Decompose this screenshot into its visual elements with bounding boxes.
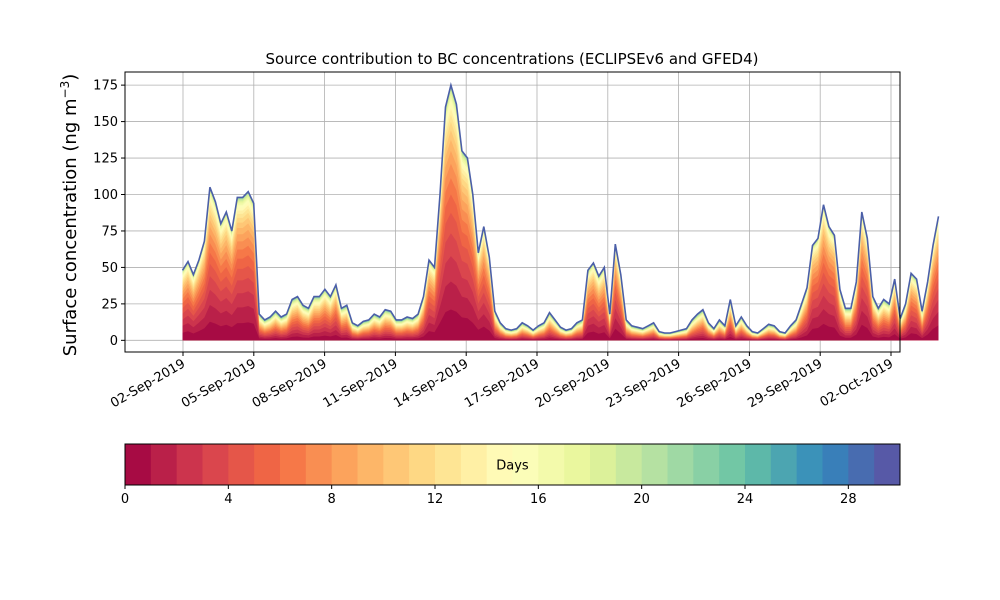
colorbar-bin <box>254 444 281 485</box>
colorbar-bin <box>383 444 410 485</box>
x-tick-label: 08-Sep-2019 <box>250 356 330 411</box>
colorbar-tick-label: 4 <box>224 492 232 507</box>
colorbar-bin <box>460 444 488 485</box>
y-tick-label: 150 <box>93 115 118 130</box>
colorbar-bin <box>486 444 513 485</box>
colorbar-bin <box>538 444 565 485</box>
colorbar-tick-label: 12 <box>427 492 444 507</box>
colorbar-bin <box>745 444 772 485</box>
colorbar-bin <box>848 444 875 485</box>
x-tick-label: 05-Sep-2019 <box>179 356 259 411</box>
total-series-line <box>181 82 940 334</box>
colorbar-tick-label: 8 <box>328 492 336 507</box>
x-tick-label: 23-Sep-2019 <box>604 356 684 411</box>
y-tick-label: 100 <box>93 188 118 203</box>
colorbar-tick-label: 20 <box>633 492 650 507</box>
colorbar: Days 0 4 8 12 16 20 24 28 <box>121 443 901 507</box>
colorbar-bin <box>641 444 668 485</box>
x-tick-label: 17-Sep-2019 <box>462 356 542 411</box>
colorbar-bin <box>176 444 203 485</box>
colorbar-bin <box>615 444 643 485</box>
colorbar-bin <box>564 444 591 485</box>
colorbar-bin <box>435 444 462 485</box>
y-axis: 0 25 50 75 100 125 150 175 <box>93 79 125 349</box>
y-axis-label: Surface concentration (ng m−3) <box>58 74 81 357</box>
colorbar-bin <box>331 444 358 485</box>
x-tick-label: 14-Sep-2019 <box>391 356 471 411</box>
y-tick-label: 75 <box>101 224 118 239</box>
y-tick-label: 175 <box>93 79 118 94</box>
colorbar-bin <box>305 444 333 485</box>
x-tick-label: 11-Sep-2019 <box>321 356 401 411</box>
colorbar-bin <box>590 444 617 485</box>
plot-frame <box>124 71 901 353</box>
colorbar-bin <box>667 444 694 485</box>
colorbar-tick-label: 28 <box>840 492 857 507</box>
y-tick-label: 25 <box>101 297 118 312</box>
colorbar-bin <box>357 444 384 485</box>
y-axis-label-close: ) <box>60 74 81 81</box>
x-tick-label: 02-Oct-2019 <box>818 356 896 410</box>
chart-title: Source contribution to BC concentrations… <box>265 50 758 68</box>
colorbar-bin <box>770 444 798 485</box>
colorbar-bin <box>693 444 720 485</box>
colorbar-bin <box>202 444 229 485</box>
colorbar-bin <box>125 444 152 485</box>
x-tick-label: 29-Sep-2019 <box>745 356 825 411</box>
y-tick-label: 50 <box>101 261 118 276</box>
stack-layers <box>182 85 939 341</box>
colorbar-bin <box>409 444 436 485</box>
colorbar-label: Days <box>496 459 529 474</box>
colorbar-tick-label: 0 <box>121 492 129 507</box>
colorbar-bin <box>280 444 307 485</box>
x-tick-label: 02-Sep-2019 <box>108 356 188 411</box>
colorbar-bin <box>228 444 255 485</box>
colorbar-bin <box>874 444 901 485</box>
x-tick-label: 20-Sep-2019 <box>533 356 613 411</box>
colorbar-tick-label: 16 <box>530 492 547 507</box>
colorbar-bin <box>796 444 823 485</box>
stack-layer-day-0 <box>182 309 939 341</box>
y-axis-label-main: Surface concentration (ng m <box>60 98 81 356</box>
x-axis: 02-Sep-201905-Sep-201908-Sep-201911-Sep-… <box>108 352 896 411</box>
colorbar-bin <box>512 444 539 485</box>
colorbar-bin <box>719 444 746 485</box>
y-tick-label: 125 <box>93 152 118 167</box>
colorbar-bin <box>150 444 178 485</box>
colorbar-tick-label: 24 <box>737 492 754 507</box>
y-axis-label-sup: −3 <box>58 81 72 99</box>
colorbar-frame <box>124 443 901 486</box>
colorbar-bin <box>822 444 849 485</box>
plot-area: 0 25 50 75 100 125 150 175 02-Sep-201905-Sep-201… <box>93 71 940 411</box>
y-tick-label: 0 <box>110 334 118 349</box>
x-tick-label: 26-Sep-2019 <box>675 356 755 411</box>
